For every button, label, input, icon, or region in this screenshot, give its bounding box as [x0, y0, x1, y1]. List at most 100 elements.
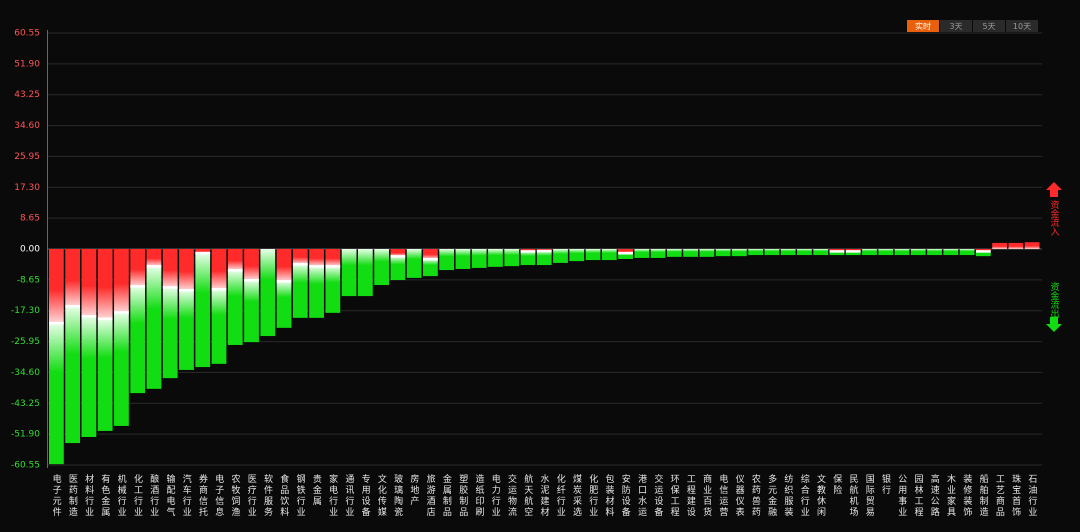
segment-divider	[829, 250, 845, 253]
x-tick-label: 通讯行业	[343, 474, 354, 518]
range-button[interactable]	[907, 20, 939, 32]
bar-segment	[357, 249, 373, 297]
x-tick-label: 煤炭采选	[571, 473, 582, 518]
bar-segment	[520, 249, 536, 252]
segment-divider	[276, 280, 292, 283]
y-tick-label: -51.90	[11, 430, 40, 440]
bar-segment	[130, 249, 146, 287]
y-tick-label: 17.30	[14, 183, 40, 193]
legend-arrow	[1046, 182, 1062, 197]
bar-segment	[114, 249, 129, 313]
segment-divider	[179, 289, 194, 292]
x-tick-label: 多元金融	[766, 473, 777, 518]
bar-segment	[813, 249, 829, 256]
bar-segment	[553, 249, 568, 263]
bar-segment	[829, 249, 845, 252]
bar-segment	[374, 249, 390, 286]
bar-segment	[455, 249, 471, 269]
x-tick-label: 食品饮料	[278, 473, 289, 518]
legend-label: 资金流出	[1049, 282, 1060, 319]
x-tick-label: 商业百货	[701, 473, 712, 518]
bar-segment	[601, 249, 617, 261]
y-tick-label: 60.55	[14, 29, 40, 39]
x-tick-label: 房地产	[408, 473, 419, 507]
x-tick-label: 交运设备	[652, 473, 663, 518]
segment-divider	[845, 250, 861, 253]
x-tick-label: 木业家具	[945, 473, 956, 518]
bar-segment	[910, 249, 926, 256]
bar-segment	[162, 249, 178, 288]
segment-divider	[244, 279, 259, 282]
segment-divider	[49, 321, 64, 325]
x-tick-label: 仪器仪表	[734, 474, 745, 518]
segment-divider	[292, 262, 308, 266]
range-button[interactable]	[973, 20, 1005, 32]
x-tick-label: 电子信息	[213, 473, 224, 518]
bar-segment	[748, 249, 764, 256]
bar-segment	[146, 266, 162, 389]
x-tick-label: 电信运营	[717, 473, 728, 518]
x-tick-label: 有色金属	[99, 473, 110, 518]
bar-segment	[780, 249, 796, 256]
bar-segment	[211, 249, 227, 289]
bar-segment	[49, 249, 64, 323]
x-tick-label: 化工行业	[132, 473, 143, 518]
x-tick-label: 金属制品	[441, 473, 452, 518]
x-tick-label: 汽车行业	[181, 473, 192, 518]
y-tick-label: 34.60	[14, 121, 40, 131]
bar-segment	[1024, 242, 1040, 249]
x-tick-label: 玻璃陶瓷	[392, 473, 403, 518]
x-tick-label: 输配电气	[164, 473, 175, 518]
bar-segment	[471, 249, 487, 268]
bar-segment	[699, 249, 715, 257]
x-tick-label: 文化传媒	[376, 473, 387, 518]
bar-segment	[65, 306, 81, 444]
bar-segment	[227, 249, 243, 271]
x-tick-label: 交运物流	[506, 473, 517, 518]
bar-segment	[390, 249, 406, 257]
bar-segment	[845, 249, 861, 252]
bar-segment	[585, 249, 601, 261]
bar-segment	[536, 250, 552, 266]
bar-segment	[715, 249, 731, 257]
bar-segment	[618, 249, 633, 253]
segment-divider	[81, 315, 97, 318]
bar-segment	[439, 249, 455, 271]
bar-segment	[1008, 242, 1024, 249]
segment-divider	[97, 317, 113, 321]
bar-segment	[683, 249, 698, 257]
y-tick-label: -17.30	[11, 306, 40, 316]
bar-segment	[975, 251, 991, 257]
bar-segment	[504, 249, 520, 267]
bar-segment	[650, 249, 666, 258]
bar-segment	[195, 249, 211, 253]
segment-divider	[211, 287, 227, 291]
segment-divider	[520, 250, 536, 253]
bar-segment	[179, 290, 194, 370]
y-tick-label: -8.65	[17, 275, 40, 285]
bar-segment	[618, 252, 633, 259]
bar-segment	[276, 249, 292, 282]
range-button[interactable]	[1006, 20, 1038, 32]
x-tick-label: 贵金属	[311, 473, 322, 507]
bar-segment	[520, 251, 536, 266]
bar-segment	[390, 256, 406, 281]
x-tick-label: 公用事业	[896, 474, 907, 518]
bar-segment	[260, 249, 276, 337]
y-tick-label: -34.60	[11, 368, 40, 378]
y-tick-label: 25.95	[14, 152, 40, 162]
segment-divider	[618, 251, 633, 255]
x-tick-label: 安防设备	[620, 473, 631, 518]
x-tick-label: 工艺商品	[994, 474, 1005, 518]
bar-segment	[81, 316, 97, 437]
bar-segment	[292, 249, 308, 264]
x-tick-label: 农牧饲渔	[230, 473, 241, 518]
bar-segment	[130, 286, 146, 394]
y-tick-label: -60.55	[11, 461, 40, 471]
x-tick-label: 保险	[831, 473, 842, 496]
range-button[interactable]	[940, 20, 972, 32]
x-tick-label: 航天航空	[522, 473, 533, 518]
range-button-label: 实时	[915, 21, 931, 31]
x-tick-label: 机械行业	[116, 473, 127, 518]
